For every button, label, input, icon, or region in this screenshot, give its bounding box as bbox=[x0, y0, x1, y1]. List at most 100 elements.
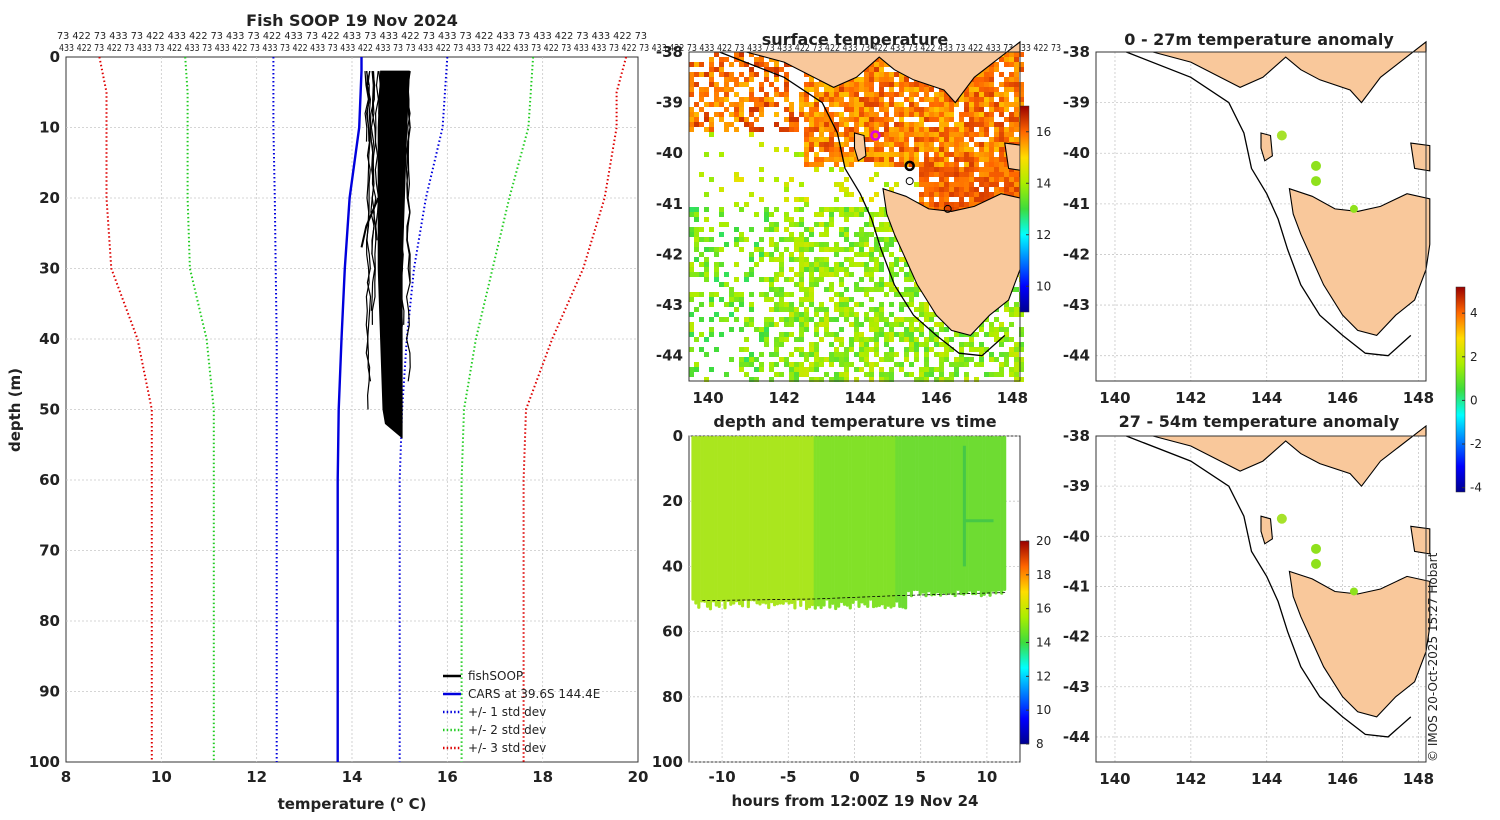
sst-pixel bbox=[839, 157, 844, 162]
sst-pixel bbox=[979, 172, 984, 177]
sst-pixel bbox=[969, 162, 974, 167]
sst-pixel bbox=[989, 87, 994, 92]
sst-pixel bbox=[949, 137, 954, 142]
sst-pixel bbox=[799, 287, 804, 292]
sst-pixel bbox=[874, 327, 879, 332]
sst-pixel bbox=[974, 112, 979, 117]
sst-pixel bbox=[964, 97, 969, 102]
sst-pixel bbox=[789, 117, 794, 122]
sst-pixel bbox=[759, 337, 764, 342]
sst-pixel bbox=[949, 107, 954, 112]
sst-pixel bbox=[769, 322, 774, 327]
sst-pixel bbox=[859, 87, 864, 92]
sst-pixel bbox=[724, 97, 729, 102]
sst-pixel bbox=[1009, 87, 1014, 92]
anomaly-top-y-tick-label: -41 bbox=[1063, 195, 1090, 213]
sst-pixel bbox=[889, 137, 894, 142]
sst-pixel bbox=[909, 327, 914, 332]
sst-pixel bbox=[929, 187, 934, 192]
sst-pixel bbox=[844, 92, 849, 97]
sst-pixel bbox=[924, 147, 929, 152]
sst-pixel bbox=[924, 317, 929, 322]
sst-pixel bbox=[784, 217, 789, 222]
sst-pixel bbox=[899, 322, 904, 327]
sst-pixel bbox=[779, 237, 784, 242]
sst-pixel bbox=[824, 112, 829, 117]
profile-y-tick-label: 100 bbox=[29, 753, 60, 771]
sst-pixel bbox=[989, 122, 994, 127]
sst-pixel bbox=[834, 272, 839, 277]
sst-pixel bbox=[854, 127, 859, 132]
sst-pixel bbox=[964, 92, 969, 97]
sst-pixel bbox=[804, 307, 809, 312]
sst-pixel bbox=[979, 87, 984, 92]
sst-pixel bbox=[974, 162, 979, 167]
sst-pixel bbox=[984, 67, 989, 72]
sst-pixel bbox=[809, 142, 814, 147]
sst-pixel bbox=[739, 362, 744, 367]
sst-pixel bbox=[759, 97, 764, 102]
sst-pixel bbox=[759, 237, 764, 242]
sst-pixel bbox=[719, 102, 724, 107]
sst-pixel bbox=[839, 357, 844, 362]
sst-pixel bbox=[969, 202, 974, 207]
sst-pixel bbox=[774, 92, 779, 97]
sst-pixel bbox=[874, 72, 879, 77]
sst-pixel bbox=[914, 112, 919, 117]
sst-pixel bbox=[969, 347, 974, 352]
sst-pixel bbox=[884, 247, 889, 252]
sst-pixel bbox=[809, 377, 814, 382]
sst-pixel bbox=[949, 182, 954, 187]
sst-pixel bbox=[959, 152, 964, 157]
sst-pixel bbox=[804, 202, 809, 207]
sst-pixel bbox=[939, 122, 944, 127]
profile-y-tick-label: 80 bbox=[39, 612, 60, 630]
sst-pixel bbox=[889, 92, 894, 97]
sst-pixel bbox=[729, 102, 734, 107]
sst-pixel bbox=[869, 137, 874, 142]
sst-pixel bbox=[799, 297, 804, 302]
sst-pixel bbox=[879, 147, 884, 152]
sst-pixel bbox=[934, 97, 939, 102]
sst-pixel bbox=[704, 257, 709, 262]
sst-pixel bbox=[959, 157, 964, 162]
sst-pixel bbox=[1004, 162, 1009, 167]
profile-y-tick-label: 90 bbox=[39, 683, 60, 701]
sst-pixel bbox=[764, 97, 769, 102]
sst-pixel bbox=[969, 167, 974, 172]
sst-pixel bbox=[894, 152, 899, 157]
sst-pixel bbox=[869, 117, 874, 122]
sst-pixel bbox=[749, 357, 754, 362]
sst-pixel bbox=[839, 122, 844, 127]
sst-pixel bbox=[819, 207, 824, 212]
anomaly-top-anomaly-point bbox=[1349, 204, 1358, 213]
sst-pixel bbox=[749, 127, 754, 132]
sst-pixel bbox=[699, 97, 704, 102]
sst-pixel bbox=[734, 317, 739, 322]
sst-pixel bbox=[869, 327, 874, 332]
sst-pixel bbox=[899, 112, 904, 117]
sst-pixel bbox=[789, 277, 794, 282]
sst-pixel bbox=[809, 317, 814, 322]
sst-pixel bbox=[769, 307, 774, 312]
sst-pixel bbox=[774, 302, 779, 307]
sst-pixel bbox=[874, 287, 879, 292]
sst-pixel bbox=[694, 102, 699, 107]
sst-pixel bbox=[849, 97, 854, 102]
sst-pixel bbox=[879, 287, 884, 292]
sst-pixel bbox=[834, 377, 839, 382]
sst-pixel bbox=[704, 92, 709, 97]
sst-pixel bbox=[994, 167, 999, 172]
sst-pixel bbox=[919, 112, 924, 117]
sst-pixel bbox=[839, 262, 844, 267]
anomaly-bottom-land bbox=[1096, 424, 1431, 738]
sst-pixel bbox=[869, 297, 874, 302]
sst-pixel bbox=[909, 102, 914, 107]
sst-pixel bbox=[839, 132, 844, 137]
sst-pixel bbox=[689, 227, 694, 232]
time-depth-x-tick-label: -10 bbox=[709, 768, 736, 786]
sst-pixel bbox=[949, 127, 954, 132]
sst-pixel bbox=[909, 297, 914, 302]
fishsoop-cast bbox=[404, 71, 409, 128]
